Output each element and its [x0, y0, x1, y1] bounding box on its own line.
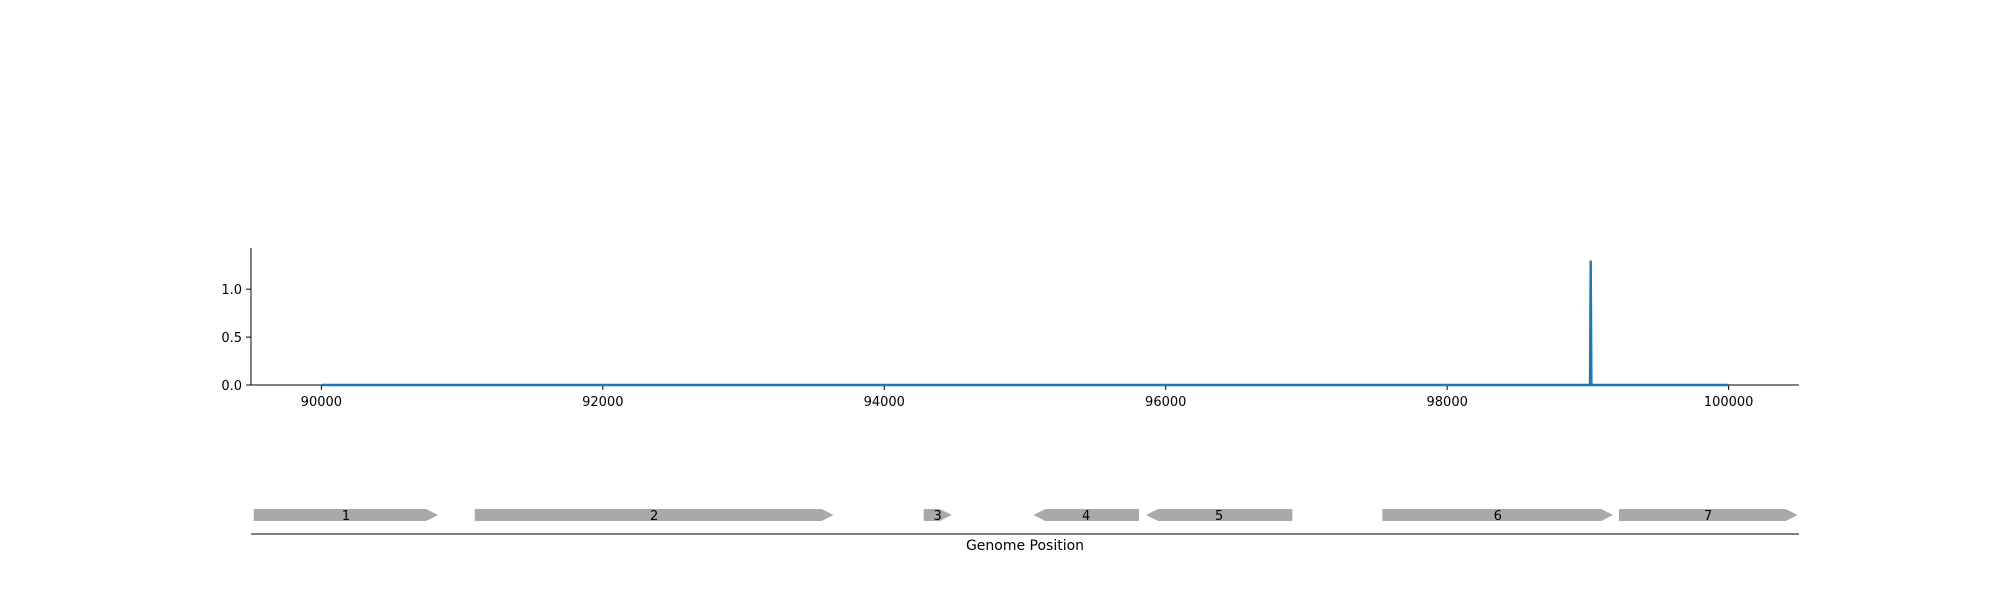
x-tick-label: 96000: [1145, 395, 1186, 410]
gene-label: 4: [1082, 509, 1090, 524]
gene-arrow: [1618, 509, 1798, 521]
y-tick-label: 0.0: [221, 379, 242, 394]
gene-arrow: [1146, 509, 1293, 521]
line-series: [321, 260, 1729, 387]
gene-label: 6: [1494, 509, 1502, 524]
x-axis: 90000 92000 94000 96000 98000 100000: [251, 384, 1799, 410]
gene-track: 1 2 3 4 5 6 7: [251, 509, 1799, 535]
gene-arrow: [1033, 509, 1139, 521]
x-tick-label: 94000: [864, 395, 905, 410]
y-axis: 0.0 0.5 1.0: [221, 248, 252, 394]
gene-label: 2: [650, 509, 658, 524]
x-axis-label: Genome Position: [966, 538, 1084, 554]
gene-label: 1: [342, 509, 350, 524]
gene-label: 7: [1704, 509, 1712, 524]
gene-label: 5: [1215, 509, 1223, 524]
y-tick-label: 0.5: [221, 331, 242, 346]
gene-arrow: [253, 509, 439, 521]
gene-arrow: [1382, 509, 1614, 521]
y-tick-label: 1.0: [221, 283, 242, 298]
x-tick-label: 90000: [301, 395, 342, 410]
x-tick-label: 98000: [1427, 395, 1468, 410]
x-tick-label: 100000: [1704, 395, 1754, 410]
gene-arrow: [923, 509, 952, 521]
x-tick-label: 92000: [582, 395, 623, 410]
gene-arrow: [474, 509, 834, 521]
gene-label: 3: [934, 509, 942, 524]
coverage-line: [321, 260, 1729, 387]
